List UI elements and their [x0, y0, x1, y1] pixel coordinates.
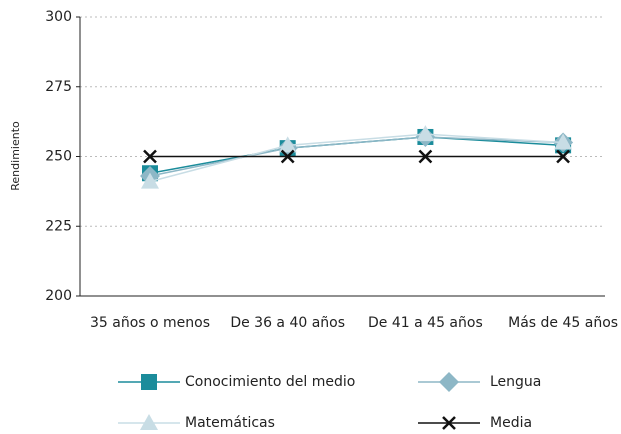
y-axis-label: Rendimiento: [9, 121, 22, 191]
marker: [554, 133, 573, 150]
marker: [418, 149, 433, 164]
marker: [141, 172, 159, 189]
marker: [556, 149, 570, 164]
legend-label: Lengua: [490, 374, 541, 390]
legend-marker: [140, 414, 158, 430]
legend-marker: [141, 374, 157, 390]
y-tick-label: 250: [45, 149, 72, 165]
series-line: [149, 133, 564, 183]
legend-marker: [442, 416, 456, 430]
series-line: [149, 136, 564, 177]
marker: [416, 125, 435, 142]
x-tick-label: De 41 a 45 años: [368, 315, 483, 331]
y-tick-label: 200: [45, 288, 72, 304]
x-tick-label: 35 años o menos: [90, 315, 210, 331]
y-tick-label: 225: [45, 218, 72, 234]
legend-label: Conocimiento del medio: [185, 374, 355, 390]
legend-label: Matemáticas: [185, 415, 275, 431]
legend-marker: [439, 372, 459, 392]
marker: [278, 136, 297, 153]
x-tick-label: Más de 45 años: [508, 315, 618, 331]
x-tick-label: De 36 a 40 años: [230, 315, 345, 331]
legend-label: Media: [490, 415, 532, 431]
marker: [280, 149, 295, 164]
marker: [143, 149, 157, 164]
y-tick-label: 300: [45, 9, 72, 25]
y-tick-label: 275: [45, 79, 72, 95]
